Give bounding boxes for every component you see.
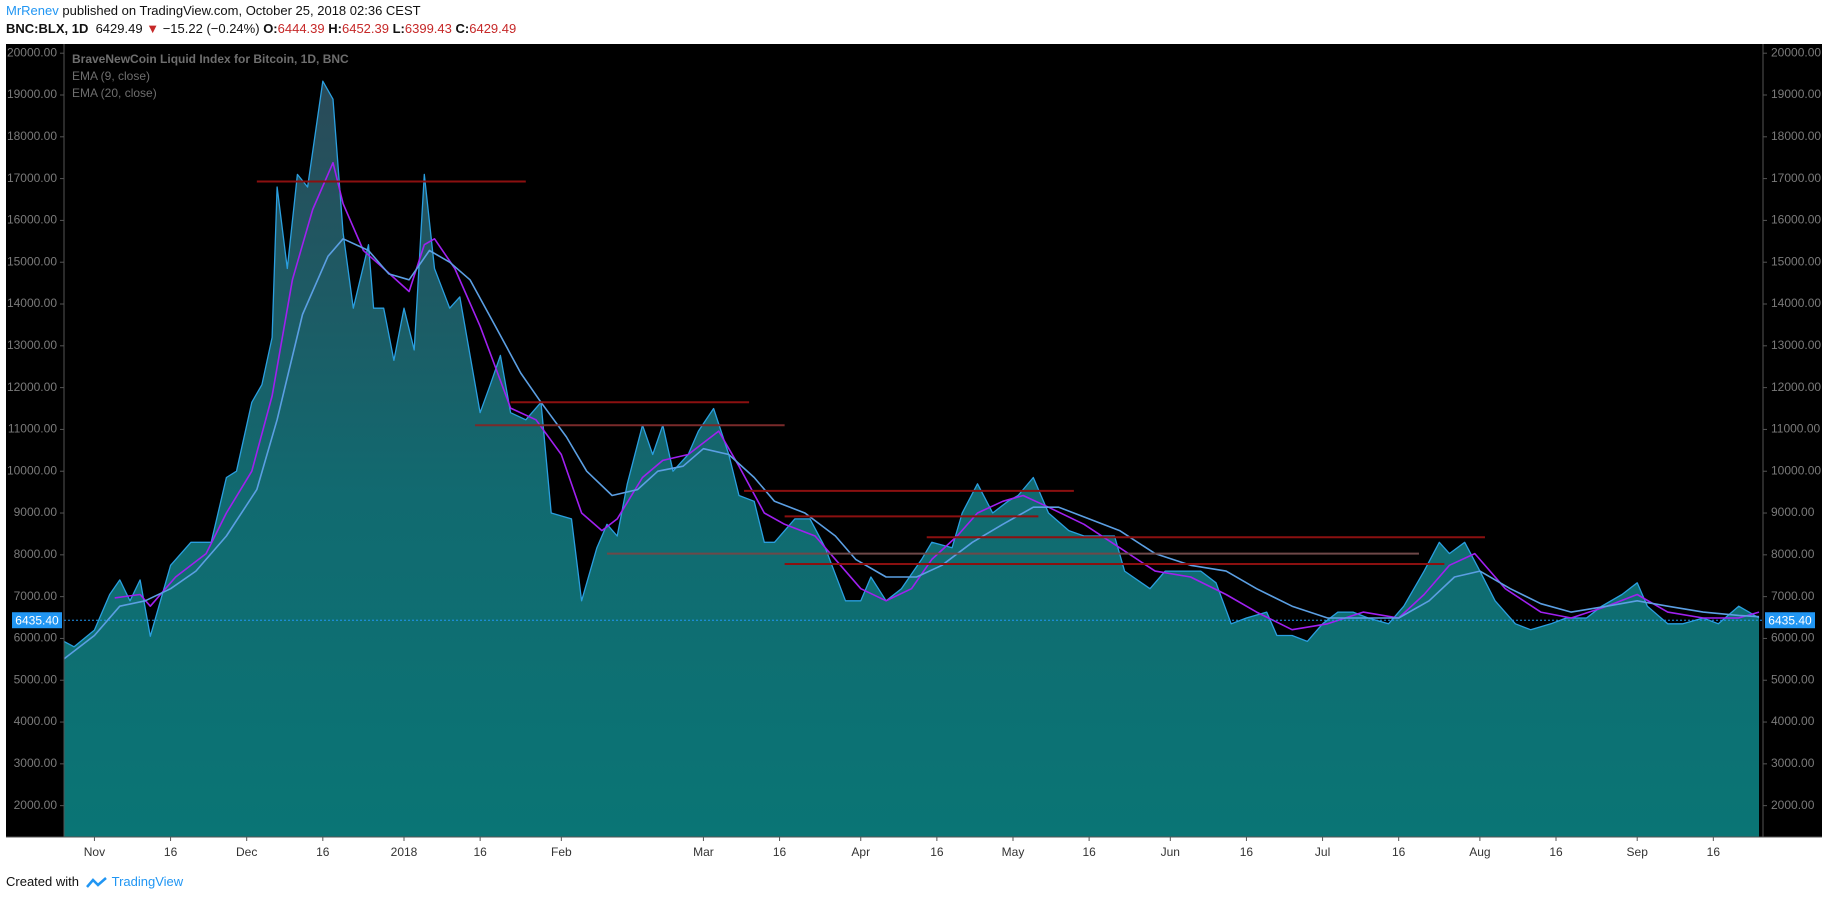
y-tick-label: 4000.00: [1771, 714, 1815, 728]
x-tick-label: 16: [1707, 845, 1721, 859]
last-price-tag: [12, 612, 62, 629]
author-link[interactable]: MrRenev: [6, 3, 59, 18]
ema-line: [114, 161, 1760, 631]
y-tick-label: 4000.00: [14, 714, 58, 728]
y-tick-label: 7000.00: [1771, 589, 1815, 603]
y-tick-label: 3000.00: [14, 756, 58, 770]
y-tick-label: 17000.00: [7, 171, 57, 185]
y-tick-label: 19000.00: [1771, 87, 1821, 101]
x-tick-label: Jul: [1315, 845, 1330, 859]
x-tick-label: 16: [930, 845, 944, 859]
y-tick-label: 16000.00: [7, 213, 57, 227]
tv-logo: [86, 876, 108, 888]
symbol-line: BNC:BLX, 1D 6429.49 ▼ −15.22 (−0.24%) O:…: [6, 21, 516, 36]
last-price-tag: [1765, 612, 1815, 629]
x-tick-label: 16: [473, 845, 487, 859]
ohlc-label: O:: [263, 21, 278, 36]
change-arrow: ▼: [146, 21, 160, 36]
y-tick-label: 2000.00: [1771, 798, 1815, 812]
y-tick-label: 2000.00: [14, 798, 58, 812]
y-tick-label: 14000.00: [7, 296, 57, 310]
y-tick-label: 15000.00: [1771, 254, 1821, 268]
publish-line: MrRenev published on TradingView.com, Oc…: [6, 3, 421, 18]
x-tick-label: 2018: [391, 845, 418, 859]
x-tick-label: Aug: [1469, 845, 1490, 859]
legend-entry: EMA (9, close): [72, 69, 150, 83]
x-tick-label: Sep: [1627, 845, 1649, 859]
y-tick-label: 18000.00: [7, 129, 57, 143]
last-price-label: 6435.40: [15, 613, 59, 627]
x-tick-label: 16: [1082, 845, 1096, 859]
y-tick-label: 10000.00: [7, 463, 57, 477]
x-tick-label: 16: [164, 845, 178, 859]
ohlc-value: 6444.39: [277, 21, 325, 36]
y-tick-label: 16000.00: [1771, 213, 1821, 227]
x-tick-label: Dec: [236, 845, 257, 859]
x-tick-label: 16: [1392, 845, 1406, 859]
x-tick-label: May: [1002, 845, 1025, 859]
last-price: 6429.49: [95, 21, 143, 36]
footer: Created with TradingView: [6, 874, 183, 889]
y-tick-label: 20000.00: [1771, 45, 1821, 59]
x-tick-label: 16: [773, 845, 787, 859]
y-tick-label: 5000.00: [14, 672, 58, 686]
y-tick-label: 6000.00: [14, 631, 58, 645]
y-tick-label: 7000.00: [14, 589, 58, 603]
ema-line: [63, 238, 1760, 660]
y-tick-label: 3000.00: [1771, 756, 1815, 770]
footer-text: Created with: [6, 874, 79, 889]
y-tick-label: 17000.00: [1771, 171, 1821, 185]
ohlc-value: 6452.39: [341, 21, 389, 36]
x-tick-label: 16: [316, 845, 330, 859]
ohlc-value: 6399.43: [404, 21, 452, 36]
y-tick-label: 10000.00: [1771, 463, 1821, 477]
price-area: [64, 81, 1759, 837]
y-tick-label: 5000.00: [1771, 672, 1815, 686]
x-tick-label: Apr: [851, 845, 870, 859]
x-tick-label: Mar: [693, 845, 714, 859]
y-tick-label: 12000.00: [1771, 380, 1821, 394]
footer-link[interactable]: TradingView: [111, 874, 184, 889]
ohlc-label: L:: [392, 21, 405, 36]
x-tick-label: 16: [1549, 845, 1563, 859]
published-text: published on TradingView.com, October 25…: [62, 3, 421, 18]
x-tick-label: 16: [1240, 845, 1254, 859]
y-tick-label: 9000.00: [1771, 505, 1815, 519]
symbol: BNC:BLX, 1D: [6, 21, 89, 36]
y-tick-label: 15000.00: [7, 254, 57, 268]
last-price-label: 6435.40: [1768, 613, 1812, 627]
y-tick-label: 11000.00: [1771, 422, 1820, 436]
y-tick-label: 19000.00: [7, 87, 57, 101]
x-tick-label: Nov: [84, 845, 105, 859]
legend-entry: BraveNewCoin Liquid Index for Bitcoin, 1…: [72, 52, 349, 66]
x-tick-label: Jun: [1161, 845, 1180, 859]
y-tick-label: 9000.00: [14, 505, 58, 519]
legend-entry: EMA (20, close): [72, 86, 157, 100]
change: −15.22 (−0.24%): [162, 21, 260, 36]
y-tick-label: 6000.00: [1771, 631, 1815, 645]
y-tick-label: 13000.00: [1771, 338, 1821, 352]
ohlc-label: H:: [328, 21, 342, 36]
y-tick-label: 8000.00: [14, 547, 58, 561]
y-tick-label: 18000.00: [1771, 129, 1821, 143]
y-tick-label: 13000.00: [7, 338, 57, 352]
y-tick-label: 12000.00: [7, 380, 57, 394]
ohlc-label: C:: [455, 21, 470, 36]
x-tick-label: Feb: [551, 845, 572, 859]
y-tick-label: 8000.00: [1771, 547, 1815, 561]
y-tick-label: 14000.00: [1771, 296, 1821, 310]
ohlc-value: 6429.49: [469, 21, 517, 36]
price-line: [63, 80, 1760, 648]
y-tick-label: 20000.00: [7, 45, 57, 59]
y-tick-label: 11000.00: [8, 422, 57, 436]
